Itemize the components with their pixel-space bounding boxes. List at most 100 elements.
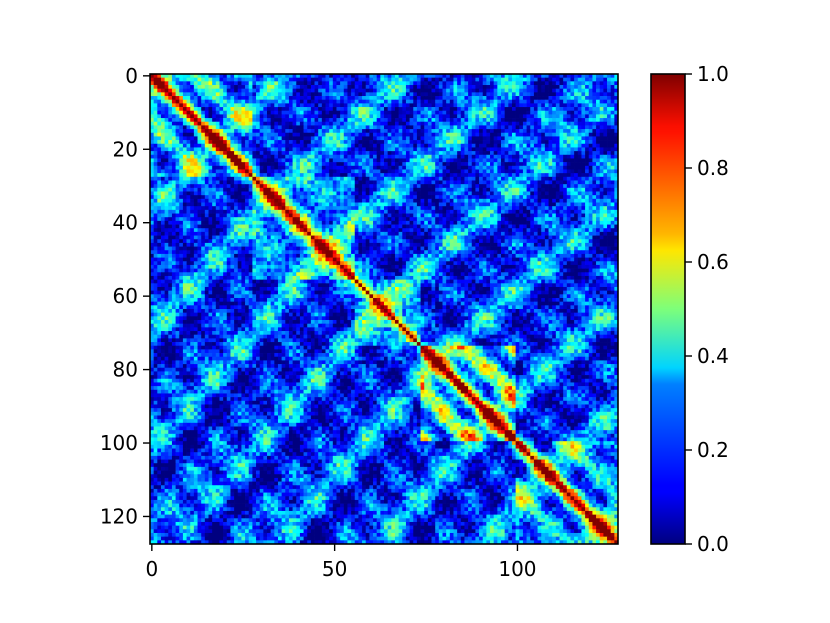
heatmap-cell	[405, 187, 410, 192]
heatmap-cell	[431, 114, 436, 119]
heatmap-cell	[508, 140, 513, 145]
heatmap-cell	[380, 74, 385, 79]
heatmap-cell	[475, 81, 480, 86]
heatmap-cell	[226, 118, 231, 123]
heatmap-cell	[336, 103, 341, 108]
heatmap-cell	[281, 92, 286, 97]
heatmap-cell	[219, 151, 224, 156]
heatmap-cell	[592, 191, 597, 196]
heatmap-cell	[237, 154, 242, 159]
heatmap-cell	[460, 147, 465, 152]
heatmap-cell	[479, 81, 484, 86]
heatmap-cell	[274, 85, 279, 90]
heatmap-cell	[347, 162, 352, 167]
heatmap-cell	[270, 81, 275, 86]
heatmap-cell	[237, 213, 242, 218]
heatmap-cell	[603, 99, 608, 104]
heatmap-cell	[424, 140, 429, 145]
heatmap-cell	[168, 187, 173, 192]
heatmap-cell	[449, 213, 454, 218]
heatmap-cell	[442, 96, 447, 101]
heatmap-cell	[168, 107, 173, 112]
heatmap-cell	[281, 121, 286, 126]
heatmap-cell	[563, 162, 568, 167]
heatmap-cell	[405, 176, 410, 181]
heatmap-cell	[281, 99, 286, 104]
heatmap-cell	[402, 88, 407, 93]
heatmap-cell	[274, 165, 279, 170]
heatmap-cell	[530, 154, 535, 159]
heatmap-cell	[373, 74, 378, 79]
heatmap-cell	[234, 114, 239, 119]
heatmap-cell	[413, 202, 418, 207]
heatmap-cell	[482, 136, 487, 141]
heatmap-cell	[186, 154, 191, 159]
heatmap-cell	[548, 136, 553, 141]
heatmap-cell	[479, 154, 484, 159]
heatmap-cell	[223, 173, 228, 178]
heatmap-cell	[570, 165, 575, 170]
heatmap-cell	[259, 147, 264, 152]
heatmap-cell	[464, 132, 469, 137]
heatmap-cell	[482, 85, 487, 90]
heatmap-cell	[555, 140, 560, 145]
heatmap-cell	[592, 158, 597, 163]
heatmap-cell	[248, 143, 253, 148]
heatmap-cell	[277, 180, 282, 185]
heatmap-cell	[256, 154, 261, 159]
heatmap-cell	[332, 191, 337, 196]
heatmap-cell	[409, 136, 414, 141]
heatmap-cell	[555, 81, 560, 86]
heatmap-cell	[215, 209, 220, 214]
heatmap-cell	[402, 173, 407, 178]
heatmap-cell	[336, 107, 341, 112]
heatmap-cell	[431, 129, 436, 134]
heatmap-cell	[596, 147, 601, 152]
heatmap-cell	[511, 140, 516, 145]
heatmap-cell	[256, 92, 261, 97]
heatmap-cell	[486, 195, 491, 200]
heatmap-cell	[201, 88, 206, 93]
heatmap-cell	[267, 136, 272, 141]
heatmap-cell	[482, 125, 487, 130]
heatmap-cell	[588, 88, 593, 93]
heatmap-cell	[296, 103, 301, 108]
heatmap-cell	[460, 121, 465, 126]
heatmap-cell	[424, 99, 429, 104]
heatmap-cell	[190, 136, 195, 141]
heatmap-cell	[501, 165, 506, 170]
heatmap-cell	[493, 88, 498, 93]
heatmap-cell	[486, 88, 491, 93]
heatmap-cell	[471, 213, 476, 218]
heatmap-cell	[588, 143, 593, 148]
heatmap-cell	[405, 173, 410, 178]
heatmap-cell	[358, 213, 363, 218]
heatmap-cell	[237, 88, 242, 93]
heatmap-cell	[248, 96, 253, 101]
heatmap-cell	[193, 176, 198, 181]
heatmap-cell	[581, 187, 586, 192]
heatmap-cell	[497, 162, 502, 167]
heatmap-cell	[252, 169, 257, 174]
heatmap-cell	[435, 169, 440, 174]
heatmap-cell	[394, 132, 399, 137]
heatmap-cell	[460, 180, 465, 185]
heatmap-cell	[398, 118, 403, 123]
heatmap-cell	[318, 74, 323, 79]
heatmap-cell	[475, 99, 480, 104]
heatmap-cell	[442, 85, 447, 90]
heatmap-cell	[453, 151, 458, 156]
heatmap-cell	[204, 169, 209, 174]
heatmap-cell	[376, 169, 381, 174]
heatmap-cell	[515, 176, 520, 181]
heatmap-cell	[479, 121, 484, 126]
heatmap-cell	[533, 77, 538, 82]
heatmap-cell	[288, 107, 293, 112]
heatmap-cell	[493, 165, 498, 170]
heatmap-cell	[299, 96, 304, 101]
heatmap-cell	[343, 169, 348, 174]
heatmap-cell	[563, 118, 568, 123]
heatmap-cell	[479, 147, 484, 152]
heatmap-cell	[274, 162, 279, 167]
heatmap-cell	[332, 158, 337, 163]
